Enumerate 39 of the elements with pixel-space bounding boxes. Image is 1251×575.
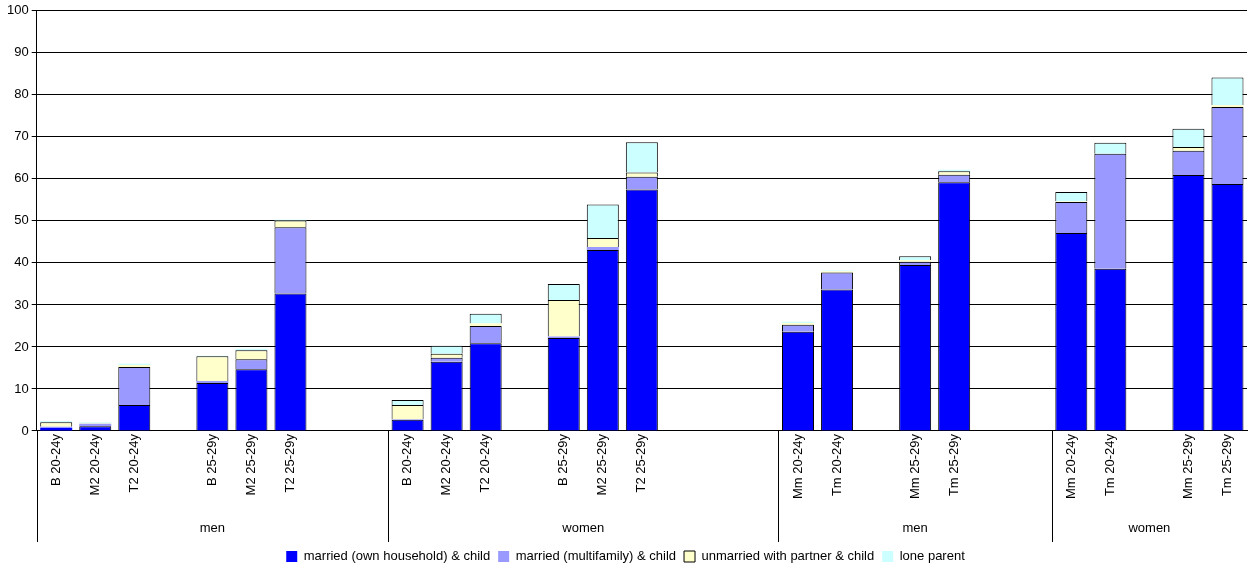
x-tick-label: B 25-29y [203, 433, 219, 487]
x-tick-label: M2 25-29y [243, 433, 258, 496]
x-tick-label: Tm 20-24y [1101, 433, 1117, 497]
x-tick-label: T2 20-24y [477, 433, 493, 493]
x-tick-label: Tm 25-29y [1219, 433, 1235, 497]
text: men [199, 519, 226, 535]
x-tick-label: Mm 20-24y [1062, 433, 1078, 500]
x-tick-label: M2 25-29y [594, 433, 610, 496]
y-tick-label: 30 [14, 296, 29, 312]
x-tick-label: Mm 20-24y [789, 433, 805, 500]
y-tick-label: 70 [14, 128, 29, 144]
text: women [1127, 519, 1171, 535]
y-tick-label: 10 [14, 380, 29, 396]
text: men [902, 519, 928, 535]
x-tick-label: T2 20-24y [125, 433, 141, 493]
x-tick-label: B 25-29y [555, 433, 571, 487]
legend-label: unmarried with partner & child [701, 548, 875, 564]
x-tick-label: M2 20-24y [86, 433, 102, 496]
legend-label: lone parent [899, 548, 966, 564]
x-tick-label: Tm 25-29y [945, 433, 961, 497]
legend-label: married (own household) & child [303, 548, 491, 564]
y-tick-label: 0 [21, 422, 29, 438]
y-tick-label: 80 [14, 86, 29, 102]
legend-label: married (multifamily) & child [515, 548, 677, 564]
y-tick-label: 90 [14, 44, 29, 60]
y-tick-label: 50 [14, 212, 29, 228]
y-tick-label: 40 [14, 254, 29, 270]
x-tick-label: M2 20-24y [438, 433, 454, 496]
y-tick-label: 60 [14, 170, 29, 186]
x-tick-label: T2 25-29y [282, 433, 298, 493]
text: women [561, 519, 605, 535]
x-tick-label: B 20-24y [399, 433, 415, 487]
x-tick-label: Mm 25-29y [906, 433, 922, 500]
x-tick-label: T2 25-29y [633, 433, 649, 493]
y-tick-label: 20 [14, 338, 29, 354]
x-tick-label: B 20-24y [47, 433, 63, 487]
x-tick-label: Tm 20-24y [828, 433, 844, 497]
x-tick-label: Mm 25-29y [1180, 433, 1196, 500]
y-tick-label: 100 [6, 2, 29, 18]
